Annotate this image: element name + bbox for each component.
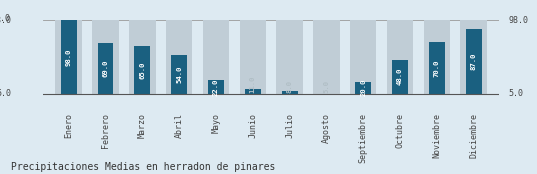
Bar xyxy=(245,89,261,94)
Text: 22.0: 22.0 xyxy=(213,78,219,96)
Bar xyxy=(424,20,450,94)
Text: 98.0: 98.0 xyxy=(66,48,72,66)
Bar xyxy=(277,20,303,94)
Bar xyxy=(92,20,119,94)
Text: 8.0: 8.0 xyxy=(287,80,293,93)
Text: 98.0: 98.0 xyxy=(0,14,10,23)
Bar xyxy=(281,91,297,94)
Text: 54.0: 54.0 xyxy=(176,66,182,83)
Bar xyxy=(313,20,340,94)
Bar xyxy=(240,20,266,94)
Bar xyxy=(166,20,192,94)
Bar xyxy=(129,20,156,94)
Text: 87.0: 87.0 xyxy=(470,53,477,70)
Text: 98.0: 98.0 xyxy=(509,16,528,25)
Bar xyxy=(134,46,150,94)
Bar xyxy=(392,60,408,94)
Text: 48.0: 48.0 xyxy=(397,68,403,85)
Text: 11.0: 11.0 xyxy=(250,75,256,93)
Text: 65.0: 65.0 xyxy=(139,61,146,79)
Text: 5.0: 5.0 xyxy=(323,80,329,93)
Bar xyxy=(55,20,82,94)
Bar xyxy=(466,29,482,94)
Bar xyxy=(98,43,113,94)
Text: Precipitaciones Medias en herradon de pinares: Precipitaciones Medias en herradon de pi… xyxy=(11,162,275,172)
Bar xyxy=(350,20,376,94)
Bar xyxy=(460,20,487,94)
Bar xyxy=(387,20,413,94)
Text: 5.0: 5.0 xyxy=(0,89,11,98)
Bar xyxy=(355,82,371,94)
Text: 98.0: 98.0 xyxy=(0,16,11,25)
Text: 5.0: 5.0 xyxy=(509,89,524,98)
Bar xyxy=(61,20,77,94)
Text: 69.0: 69.0 xyxy=(103,60,108,77)
Text: 20.0: 20.0 xyxy=(360,79,366,97)
Bar xyxy=(208,80,224,94)
Bar xyxy=(171,55,187,94)
Bar xyxy=(429,42,445,94)
Text: 70.0: 70.0 xyxy=(434,59,440,77)
Bar xyxy=(203,20,229,94)
